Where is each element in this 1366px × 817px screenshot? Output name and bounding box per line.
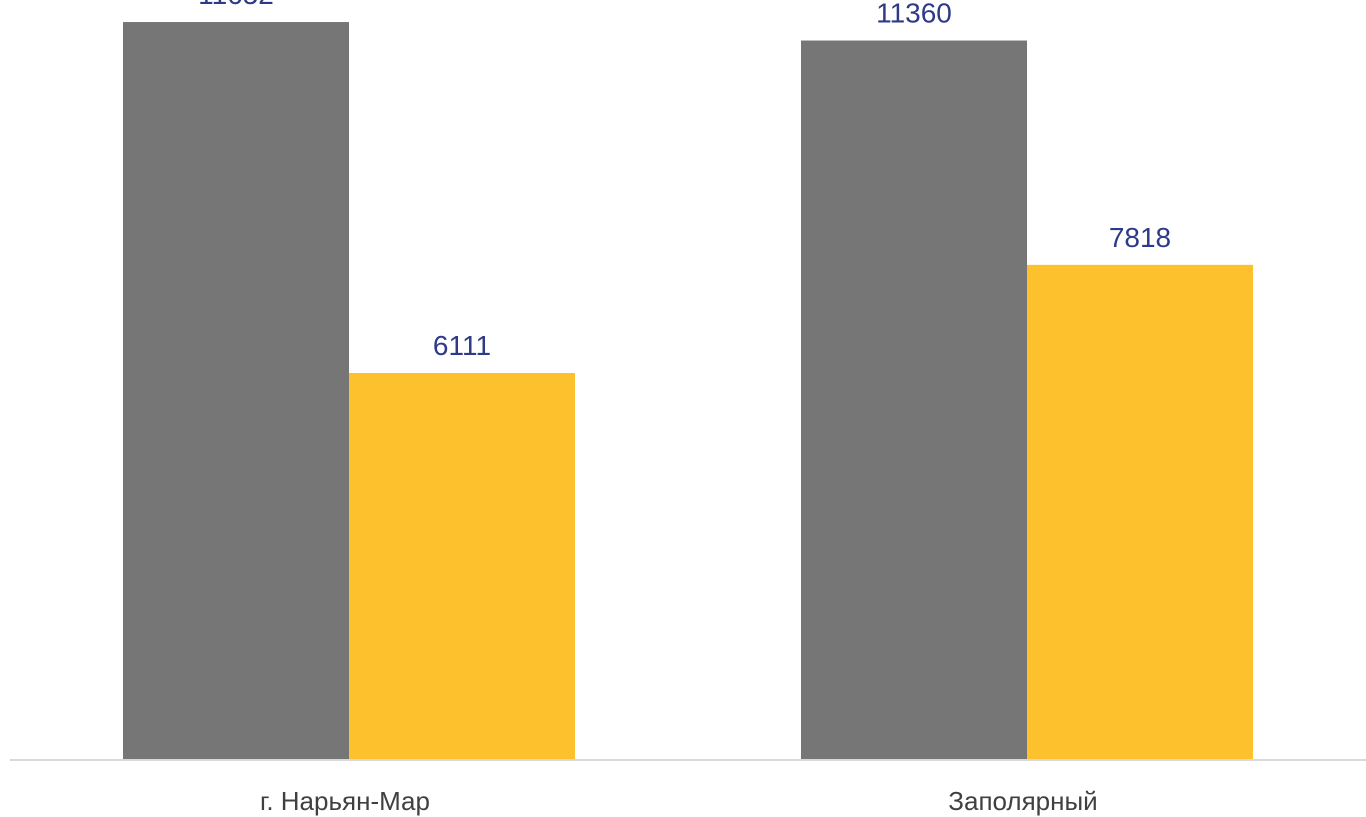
- data-label-series-2-category-1: 6111: [433, 330, 491, 361]
- bars-layer: [123, 22, 1253, 761]
- bar-series-1-category-1: [123, 22, 349, 761]
- bar-series-2-category-2: [1027, 264, 1253, 760]
- data-label-series-1-category-2: 11360: [876, 0, 952, 29]
- x-tick-label-2: Заполярный: [948, 786, 1097, 816]
- x-axis-tick-labels: г. Нарьян-Мар Заполярный: [260, 786, 1098, 816]
- bar-series-1-category-2: [801, 40, 1027, 761]
- data-label-series-2-category-2: 7818: [1109, 222, 1171, 253]
- bar-series-2-category-1: [349, 372, 575, 760]
- data-label-series-1-category-1: 11652: [198, 0, 274, 10]
- data-labels-layer: 11652 6111 11360 7818: [198, 0, 1171, 361]
- x-tick-label-1: г. Нарьян-Мар: [260, 786, 430, 816]
